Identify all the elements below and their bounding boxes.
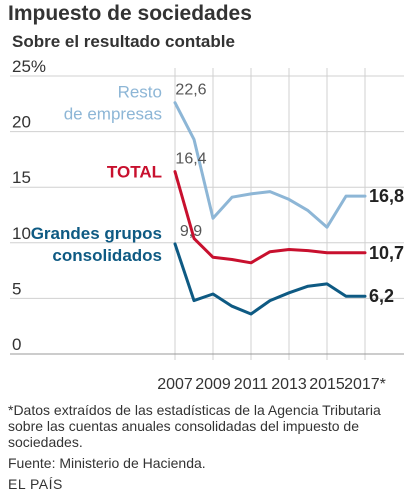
y-tick-label: 15 — [12, 168, 31, 187]
series-name-label: consolidados — [52, 246, 162, 265]
end-value-label: 10,7 — [369, 243, 404, 263]
series-lines — [173, 101, 367, 316]
y-tick-label: 25% — [12, 57, 46, 76]
start-value-label: 9,9 — [180, 223, 202, 240]
x-axis-labels: 2007 2009 2011 2013 2015 2017* — [157, 376, 386, 393]
x-tick-label: 2011 — [234, 376, 269, 393]
source-credit: Fuente: Ministerio de Hacienda. — [8, 455, 206, 471]
y-tick-label: 5 — [12, 279, 21, 298]
end-value-label: 6,2 — [369, 286, 394, 306]
y-tick-label: 10 — [12, 224, 31, 243]
series-line — [173, 170, 367, 265]
y-axis-labels: 25% 20 15 10 5 0 — [12, 57, 46, 354]
start-value-label: 22,6 — [175, 82, 206, 99]
y-tick-label: 20 — [12, 113, 31, 132]
publisher-name: EL PAÍS — [8, 476, 63, 492]
end-value-label: 16,8 — [369, 186, 404, 206]
series-name-label: de empresas — [64, 105, 162, 124]
x-tick-label: 2007 — [157, 376, 193, 393]
footnote: *Datos extraídos de las estadísticas de … — [8, 402, 381, 450]
series-name-label: Resto — [118, 83, 162, 102]
grid-lines — [10, 68, 404, 360]
series-labels: 22,6 16,8 Resto de empresas 16,4 10,7 TOTAL 9,9… — [31, 82, 404, 306]
chart-title: Impuesto de sociedades — [8, 2, 252, 25]
y-tick-label: 0 — [12, 335, 21, 354]
start-value-label: 16,4 — [175, 151, 206, 168]
x-tick-label: 2009 — [195, 376, 231, 393]
x-tick-label: 2013 — [271, 376, 307, 393]
chart-subtitle: Sobre el resultado contable — [12, 32, 235, 51]
x-tick-label: 2015 — [309, 376, 345, 393]
series-line — [173, 242, 367, 316]
x-tick-label: 2017* — [344, 376, 386, 393]
series-name-label: Grandes grupos — [31, 224, 162, 243]
series-line — [173, 101, 367, 229]
series-name-label: TOTAL — [107, 163, 162, 182]
